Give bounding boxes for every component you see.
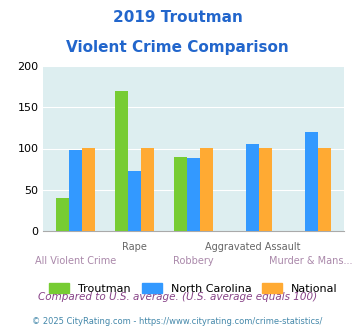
Bar xyxy=(128,171,141,231)
Text: Robbery: Robbery xyxy=(173,256,214,266)
Bar xyxy=(115,91,128,231)
Bar xyxy=(318,148,331,231)
Text: 2019 Troutman: 2019 Troutman xyxy=(113,10,242,25)
Bar xyxy=(305,132,318,231)
Text: © 2025 CityRating.com - https://www.cityrating.com/crime-statistics/: © 2025 CityRating.com - https://www.city… xyxy=(32,317,323,326)
Bar xyxy=(259,148,272,231)
Bar xyxy=(56,198,69,231)
Text: Rape: Rape xyxy=(122,242,147,252)
Bar xyxy=(174,157,187,231)
Bar xyxy=(187,157,200,231)
Bar xyxy=(246,145,259,231)
Text: Violent Crime Comparison: Violent Crime Comparison xyxy=(66,40,289,54)
Legend: Troutman, North Carolina, National: Troutman, North Carolina, National xyxy=(45,279,342,298)
Bar xyxy=(200,148,213,231)
Text: Aggravated Assault: Aggravated Assault xyxy=(204,242,300,252)
Text: Compared to U.S. average. (U.S. average equals 100): Compared to U.S. average. (U.S. average … xyxy=(38,292,317,302)
Bar xyxy=(69,150,82,231)
Bar xyxy=(141,148,154,231)
Text: Murder & Mans...: Murder & Mans... xyxy=(269,256,353,266)
Bar xyxy=(82,148,95,231)
Text: All Violent Crime: All Violent Crime xyxy=(35,256,116,266)
